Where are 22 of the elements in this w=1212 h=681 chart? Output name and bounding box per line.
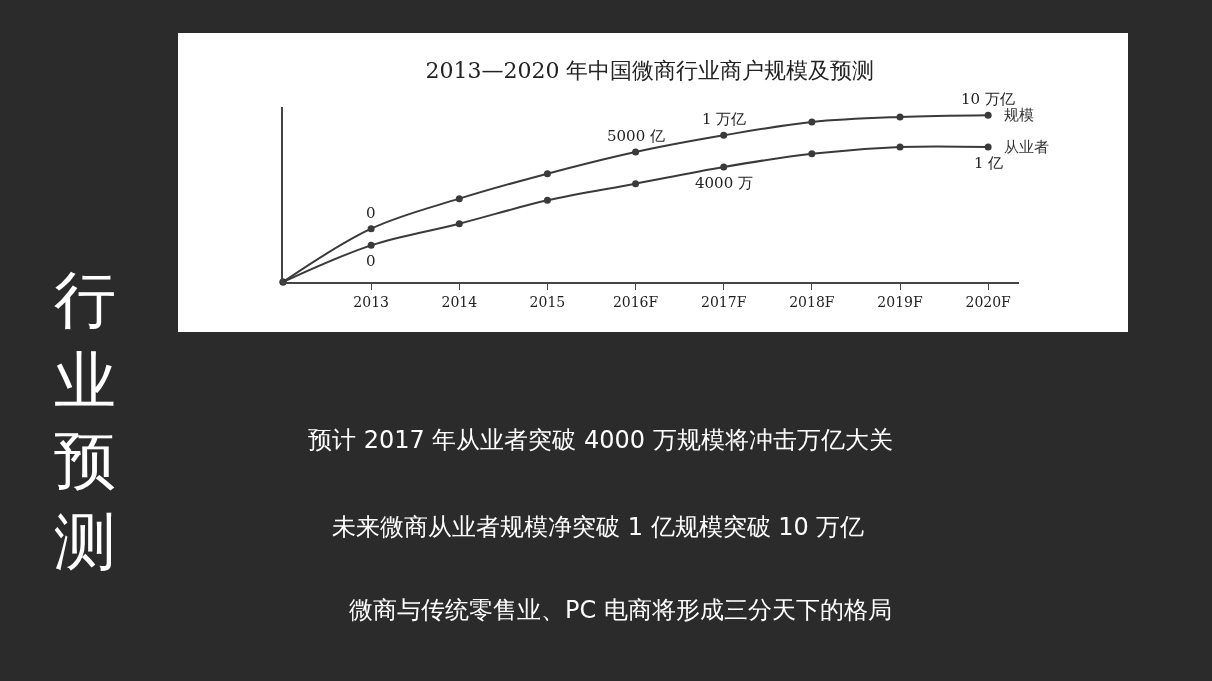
- series-label: 规模: [1004, 106, 1034, 124]
- annotation: 10 万亿: [961, 90, 1015, 108]
- x-tick-label: 2014: [441, 293, 478, 310]
- text: 未来微商从业者规模净突破 1 亿规模突破 10 万亿: [332, 513, 865, 541]
- annotation: 0: [366, 252, 376, 270]
- annotation: 0: [366, 204, 376, 222]
- text: 预计 2017 年从业者突破 4000 万规模将冲击万亿大关: [308, 426, 893, 454]
- chart-title: 2013—2020 年中国微商行业商户规模及预测: [425, 57, 875, 83]
- annotation: 4000 万: [695, 174, 753, 192]
- annotation: 1 万亿: [702, 110, 747, 128]
- x-tick-label: 2019F: [877, 293, 923, 310]
- text: 行业预测: [54, 263, 116, 578]
- annotation: 1 亿: [974, 154, 1004, 172]
- x-tick-label: 2018F: [789, 293, 835, 310]
- x-tick-label: 2016F: [612, 293, 659, 310]
- x-tick-label: 2017F: [701, 293, 747, 310]
- x-tick-label: 2015: [529, 293, 566, 310]
- series-label: 从业者: [1004, 138, 1049, 156]
- x-tick-label: 2020F: [965, 293, 1012, 310]
- x-tick-label: 2013: [353, 293, 389, 310]
- text: 微商与传统零售业、PC 电商将形成三分天下的格局: [349, 596, 892, 624]
- annotation: 5000 亿: [607, 127, 665, 145]
